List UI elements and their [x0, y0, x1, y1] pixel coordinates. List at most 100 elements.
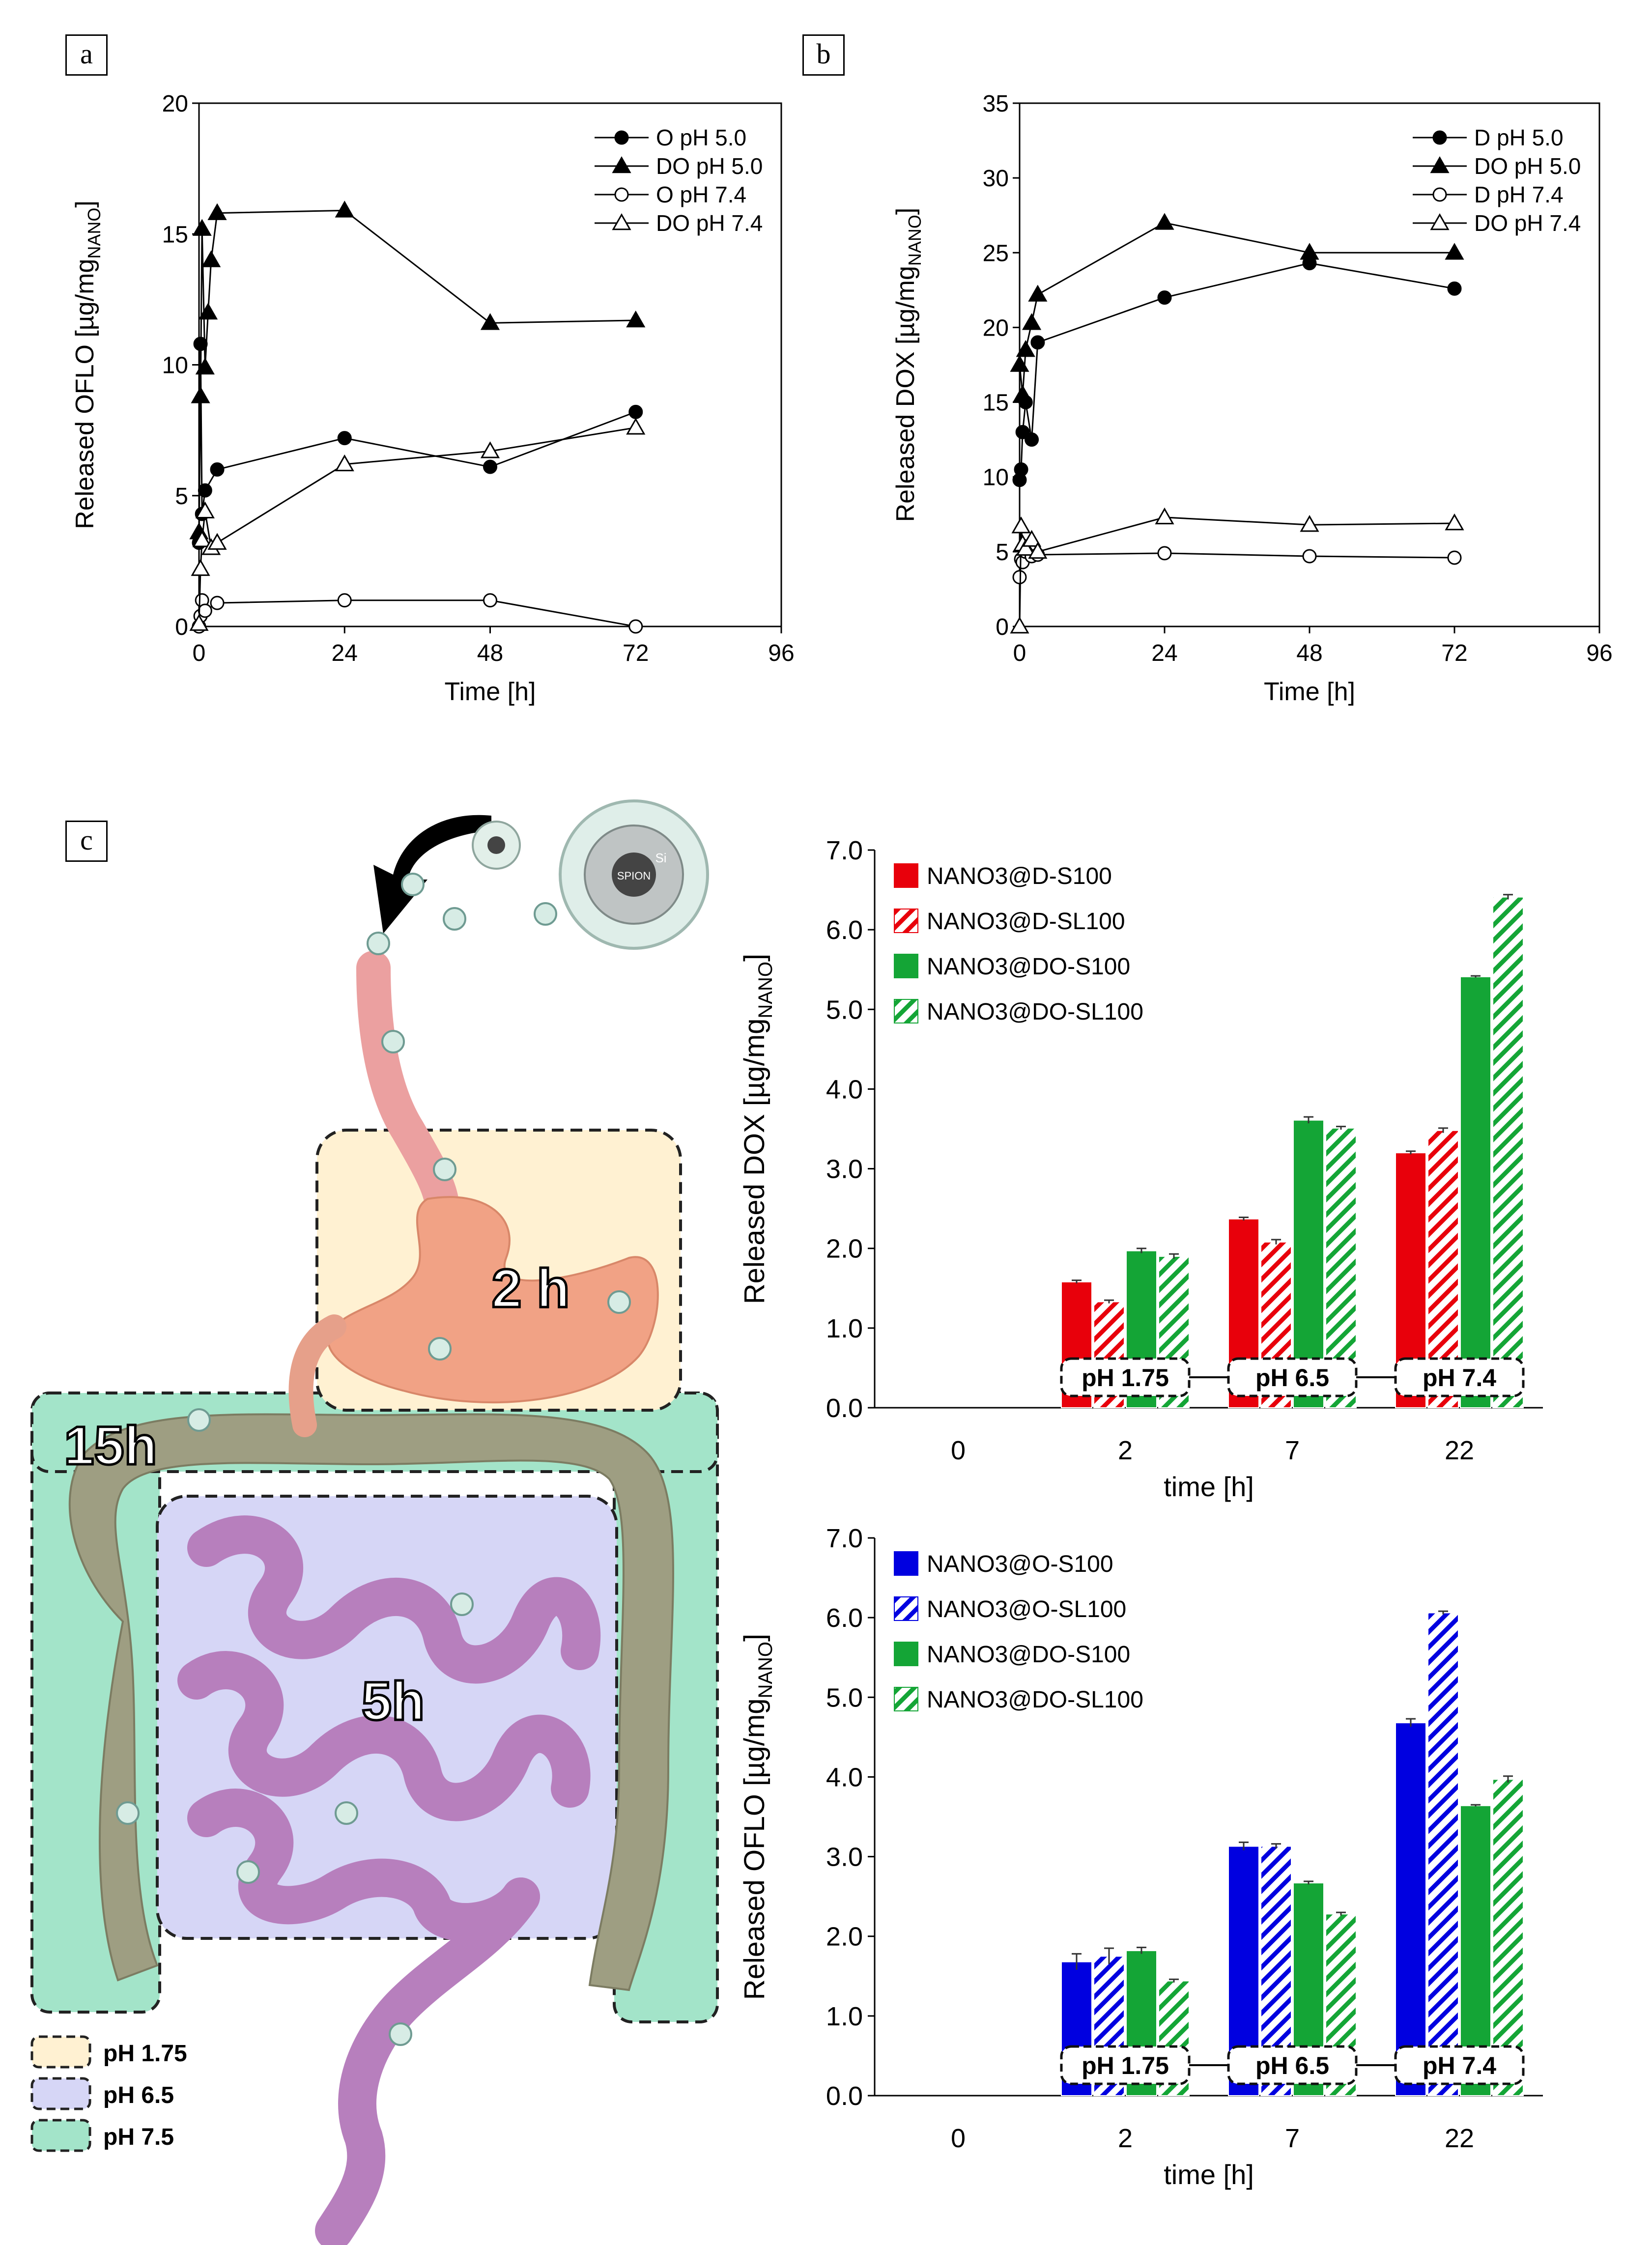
- data-point: [1447, 550, 1462, 565]
- series-line: [1019, 516, 1455, 627]
- legend-swatch: [894, 1687, 918, 1711]
- legend-label-ph-1-75: pH 1.75: [103, 2041, 187, 2067]
- legend-marker: [614, 187, 629, 202]
- y-tick-label: 10: [162, 353, 188, 379]
- legend-label: NANO3@DO-SL100: [927, 999, 1143, 1025]
- y-tick-label: 15: [162, 222, 188, 248]
- x-tick-label: 72: [623, 640, 649, 666]
- x-tick-label: 96: [1586, 640, 1612, 666]
- y-tick-label: 30: [983, 166, 1009, 192]
- y-tick-label: 20: [162, 91, 188, 117]
- data-point: [189, 614, 209, 631]
- data-point: [198, 603, 212, 618]
- data-point: [1022, 313, 1042, 330]
- y-tick-label: 7.0: [826, 836, 863, 865]
- data-point: [195, 501, 215, 518]
- small-intestine: [177, 1515, 601, 2245]
- data-point: [483, 459, 497, 474]
- y-tick-label: 3.0: [826, 1843, 863, 1872]
- y-axis-label-sub: NANO: [755, 1642, 776, 1699]
- y-tick-label: 20: [983, 315, 1009, 341]
- y-axis-label-end: ]: [739, 1634, 770, 1642]
- data-point: [1302, 549, 1317, 564]
- ph-label: pH 7.4: [1423, 2052, 1496, 2079]
- y-axis-label-sub: NANO: [755, 962, 776, 1019]
- x-tick-label: 7: [1285, 2124, 1300, 2153]
- legend-label-ph-6-5: pH 6.5: [103, 2082, 174, 2108]
- y-tick-label: 0.0: [826, 1393, 863, 1423]
- y-tick-label: 4.0: [826, 1762, 863, 1792]
- data-point: [480, 441, 500, 458]
- legend-label: D pH 7.4: [1474, 182, 1564, 207]
- x-tick-label: 22: [1445, 1436, 1474, 1465]
- panel-label-c: c: [65, 821, 108, 862]
- legend-label: O pH 5.0: [656, 125, 746, 150]
- x-tick-label: 0: [1013, 640, 1026, 666]
- data-point: [1016, 539, 1035, 556]
- data-point: [335, 454, 354, 472]
- data-point: [1300, 243, 1319, 260]
- bar-chart-c-oflo: 0.0 1.0 2.0 3.0 4.0 5.0 6.0 7.0 0 2 7 22 time [h] Rel…: [739, 1524, 1543, 2190]
- y-tick-label: 0: [175, 614, 188, 640]
- x-tick-label: 24: [332, 640, 358, 666]
- y-tick-label: 25: [983, 240, 1009, 266]
- data-point: [201, 250, 221, 267]
- y-axis-label-end: ]: [739, 954, 770, 962]
- legend-swatch-ph-1-75: [30, 2035, 91, 2069]
- x-tick-label: 0: [951, 2124, 966, 2153]
- legend-label: NANO3@DO-S100: [927, 1642, 1130, 1668]
- legend-label: DO pH 7.4: [1474, 210, 1581, 236]
- legend-label: NANO3@O-SL100: [927, 1596, 1126, 1622]
- data-point: [191, 559, 210, 576]
- y-tick-label: 5.0: [826, 1683, 863, 1712]
- data-point: [626, 418, 646, 435]
- y-tick-label: 4.0: [826, 1075, 863, 1104]
- legend-label: D pH 5.0: [1474, 125, 1564, 150]
- stomach: [327, 1196, 659, 1404]
- legend-swatch-ph-6-5: [30, 2077, 91, 2110]
- data-point: [1030, 335, 1045, 350]
- series-o-ph-7-4: O pH 7.4: [192, 182, 746, 634]
- y-tick-label: 5: [175, 483, 188, 510]
- legend-swatch: [894, 1642, 918, 1666]
- data-point: [1014, 462, 1028, 477]
- data-point: [1022, 530, 1042, 547]
- series-d-ph-5-0: D pH 5.0: [1012, 125, 1564, 487]
- legend-swatch: [894, 954, 918, 978]
- bar: [1395, 1722, 1426, 2096]
- duodenum: [288, 1314, 346, 1437]
- ph-label: pH 1.75: [1082, 2052, 1169, 2079]
- legend-marker: [1432, 130, 1447, 145]
- data-point: [1155, 213, 1174, 230]
- y-axis-label-main: Released DOX [µg/mg: [891, 266, 920, 522]
- y-tick-label: 1.0: [826, 2002, 863, 2031]
- ph-label-box: [1394, 2045, 1525, 2085]
- y-tick-label: 15: [983, 390, 1009, 416]
- ph-label: pH 7.4: [1423, 1364, 1496, 1392]
- y-tick-label: 2.0: [826, 1234, 863, 1264]
- data-point: [483, 593, 497, 608]
- y-axis-label-sub: NANO: [905, 215, 925, 266]
- legend-swatch-ph-7-5: [30, 2119, 91, 2152]
- panel-label-a: a: [65, 34, 108, 76]
- data-point: [1445, 513, 1464, 531]
- data-point: [1157, 546, 1172, 561]
- legend-swatch: [894, 1596, 918, 1621]
- data-point: [628, 619, 643, 634]
- legend-label-ph-7-5: pH 7.5: [103, 2124, 174, 2150]
- y-axis-label: Released DOX [µg/mgNANO]: [891, 208, 925, 522]
- data-point: [198, 302, 218, 320]
- data-point: [192, 530, 212, 547]
- nanoparticle-core: [612, 853, 656, 897]
- data-point: [1028, 541, 1048, 559]
- esophagus: [356, 951, 459, 1226]
- line-chart-a: 0 24 48 72 96 0 5 10 15 20 Time [h] Released OFLO […: [71, 91, 795, 706]
- data-point: [480, 313, 500, 330]
- y-tick-label: 6.0: [826, 1603, 863, 1633]
- x-tick-label: 48: [1296, 640, 1322, 666]
- data-point: [192, 219, 212, 236]
- legend-label: NANO3@O-S100: [927, 1551, 1113, 1577]
- y-axis-label-end: ]: [71, 200, 99, 207]
